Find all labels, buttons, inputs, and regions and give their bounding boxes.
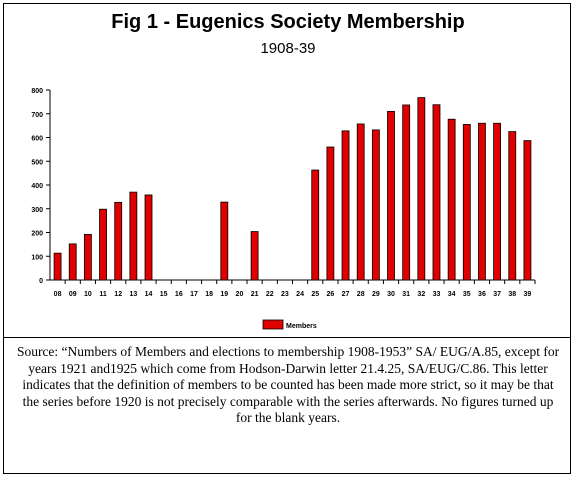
- x-tick-label: 08: [54, 291, 62, 298]
- x-tick-label: 25: [311, 291, 319, 298]
- bar: [99, 208, 107, 281]
- x-tick-label: 32: [417, 291, 425, 298]
- x-tick-label: 15: [160, 291, 168, 298]
- bar: [114, 201, 123, 281]
- x-tick-label: 35: [463, 291, 471, 298]
- x-tick-label: 38: [508, 291, 516, 298]
- y-tick-label: 700: [31, 112, 43, 119]
- x-tick-label: 16: [175, 291, 183, 298]
- bar: [129, 191, 138, 281]
- x-tick-label: 14: [145, 291, 153, 298]
- y-tick-label: 300: [31, 207, 43, 214]
- y-tick-label: 800: [31, 88, 43, 95]
- bar-chart: 08 09 10 11 12 13 14 15 16 17 18 19 20 21 22 23 24 25 26 27…: [31, 88, 536, 330]
- x-tick-label: 12: [114, 291, 122, 298]
- bar: [53, 252, 62, 281]
- x-tick-label: 36: [478, 291, 486, 298]
- x-tick-label: 21: [251, 291, 259, 298]
- x-tick-label: 19: [220, 291, 228, 298]
- bar: [144, 194, 153, 281]
- x-tick-label: 30: [387, 291, 395, 298]
- bar: [387, 110, 395, 281]
- x-tick-label: 13: [129, 291, 137, 298]
- x-tick-label: 28: [357, 291, 365, 298]
- x-tick-label: 09: [69, 291, 77, 298]
- bar: [462, 124, 471, 281]
- x-tick-label: 17: [190, 291, 198, 298]
- y-tick-label: 600: [31, 136, 43, 143]
- x-tick-label: 22: [266, 291, 274, 298]
- bar: [493, 122, 502, 281]
- bar: [417, 97, 426, 281]
- bar: [432, 104, 441, 281]
- bar: [523, 140, 532, 281]
- bar: [326, 146, 335, 281]
- x-tick-labels: 08 09 10 11 12 13 14 15 16 17 18 19 20 21 22 23 24 25 26 27…: [54, 291, 532, 298]
- bar: [356, 123, 365, 281]
- x-tick-label: 10: [84, 291, 92, 298]
- x-tick-label: 31: [402, 291, 410, 298]
- bar: [220, 201, 229, 281]
- bar: [447, 118, 456, 281]
- x-tick-label: 11: [99, 291, 107, 298]
- bar: [508, 131, 517, 281]
- x-tick-label: 18: [205, 291, 213, 298]
- y-tick-label: 500: [31, 159, 43, 166]
- bar: [478, 122, 486, 281]
- x-tick-label: 39: [524, 291, 532, 298]
- chart-subtitle: 1908-39: [260, 40, 316, 57]
- y-tick-label: 0: [39, 278, 43, 285]
- legend: Members: [262, 319, 317, 330]
- bar: [341, 130, 350, 281]
- bar: [311, 169, 320, 281]
- bar: [250, 231, 259, 281]
- y-tick-label: 400: [31, 183, 43, 190]
- caption-divider: [3, 337, 571, 338]
- y-tick-labels: 0 100 200 300 400 500 600 700 800: [31, 88, 43, 285]
- y-tick-label: 200: [31, 231, 43, 238]
- source-caption: Source: “Numbers of Members and election…: [16, 344, 560, 425]
- x-tick-label: 23: [281, 291, 289, 298]
- bar-group: [53, 97, 532, 281]
- legend-swatch: [262, 319, 284, 330]
- x-tick-label: 33: [433, 291, 441, 298]
- x-tick-label: 34: [448, 291, 456, 298]
- x-tick-label: 27: [342, 291, 350, 298]
- bar: [371, 129, 380, 281]
- x-tick-label: 29: [372, 291, 380, 298]
- legend-label: Members: [286, 323, 317, 330]
- bar: [68, 243, 77, 281]
- x-tick-label: 24: [296, 291, 304, 298]
- x-tick-label: 37: [493, 291, 501, 298]
- chart-title: Fig 1 - Eugenics Society Membership: [111, 11, 465, 33]
- figure-frame: [3, 3, 571, 474]
- x-tick-label: 26: [326, 291, 334, 298]
- x-tick-label: 20: [236, 291, 244, 298]
- y-tick-label: 100: [31, 254, 43, 261]
- bar: [402, 104, 411, 281]
- bar: [83, 233, 92, 281]
